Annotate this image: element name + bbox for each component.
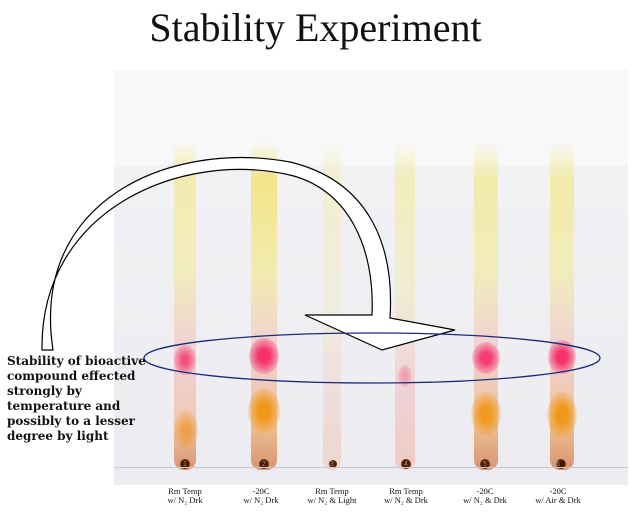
lane-label-5-line1: -20C	[476, 486, 494, 496]
plate-baseline	[114, 467, 628, 468]
caption-line-3: strongly by	[7, 384, 82, 398]
curved-arrow	[41, 157, 456, 351]
lane-number-1: 1	[183, 461, 187, 468]
lane-label-2-line2: w/ N₂ Drk	[243, 495, 279, 505]
lane-number-2: 2	[262, 461, 266, 468]
lane-label-3: Rm Temp w/ N₂ & Light	[289, 487, 375, 505]
lane-label-1-line2: w/ N₂ Drk	[167, 495, 203, 505]
caption-line-4: temperature and	[7, 399, 121, 413]
lane-label-6-line1: -20C	[549, 486, 567, 496]
caption-text: Stability of bioactive compound effected…	[7, 354, 147, 444]
plate-background-top	[114, 70, 628, 165]
caption-line-5: possibly to a lesser	[7, 414, 135, 428]
lane-label-3-line2: w/ N₂ & Light	[307, 495, 357, 505]
caption-line-6: degree by light	[7, 429, 109, 443]
lane-label-2: -20C w/ N₂ Drk	[218, 487, 304, 505]
lane-label-1: Rm Temp w/ N₂ Drk	[142, 487, 228, 505]
lane-label-2-line1: -20C	[252, 486, 270, 496]
lane-number-5: 5	[483, 461, 487, 468]
lane-number-3: 3	[330, 461, 334, 468]
lane-label-5-line2: w/ N₂ & Drk	[463, 495, 507, 505]
caption-line-2: compound effected	[7, 369, 136, 383]
lane-label-4-line2: w/ N₂ & Drk	[384, 495, 428, 505]
lane-label-5: -20C w/ N₂ & Drk	[442, 487, 528, 505]
page-title: Stability Experiment	[149, 5, 482, 50]
lane-label-6: -20C w/ Air & Drk	[515, 487, 601, 505]
lane-label-4: Rm Temp w/ N₂ & Drk	[363, 487, 449, 505]
caption-line-1: Stability of bioactive	[7, 354, 146, 368]
lane-number-6: 6	[556, 461, 560, 468]
lane-label-4-line1: Rm Temp	[389, 486, 423, 496]
lane-number-4: 4	[404, 461, 408, 468]
lane-label-3-line1: Rm Temp	[315, 486, 349, 496]
highlight-ellipse	[143, 332, 601, 384]
lane-label-6-line2: w/ Air & Drk	[535, 495, 581, 505]
lane-numbers: 1 2 3 4 5 6	[0, 461, 631, 471]
lane-label-1-line1: Rm Temp	[168, 486, 202, 496]
